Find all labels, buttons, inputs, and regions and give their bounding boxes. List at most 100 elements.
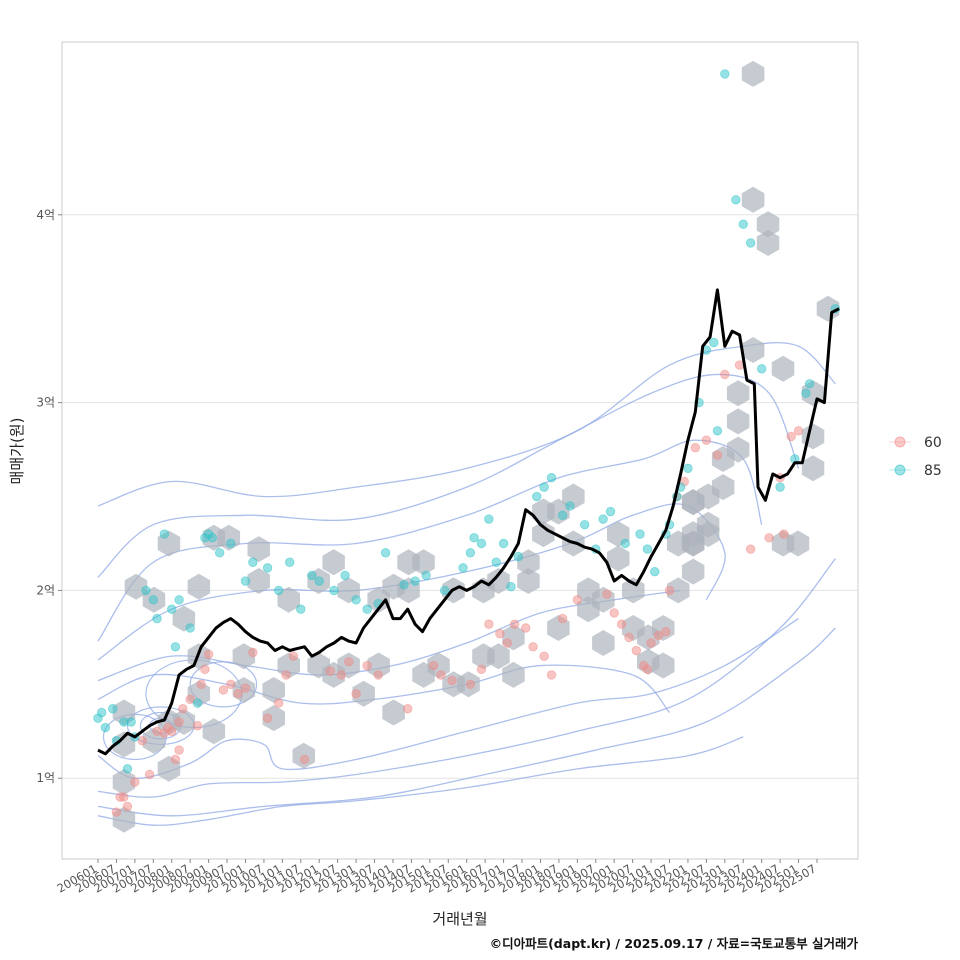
point-85 xyxy=(126,717,136,727)
point-85 xyxy=(410,576,420,586)
point-60 xyxy=(196,679,206,690)
point-85 xyxy=(557,510,568,520)
point-60 xyxy=(664,585,675,596)
y-tick-label: 3억 xyxy=(36,396,55,410)
legend-key-60 xyxy=(894,436,906,448)
hexbin xyxy=(277,586,300,613)
point-60 xyxy=(661,627,671,637)
hexbin xyxy=(756,211,780,238)
point-60 xyxy=(174,717,184,727)
hexbin xyxy=(816,295,840,322)
point-60 xyxy=(203,649,214,659)
point-60 xyxy=(288,651,299,661)
point-60 xyxy=(495,628,505,639)
point-60 xyxy=(226,679,236,690)
point-60 xyxy=(240,683,251,693)
point-60 xyxy=(528,642,538,652)
point-60 xyxy=(572,595,583,605)
x-axis-title: 거래년월 xyxy=(432,910,487,928)
hexbin xyxy=(124,573,148,600)
point-60 xyxy=(616,619,627,629)
point-60 xyxy=(174,745,184,755)
point-60 xyxy=(786,431,796,442)
point-60 xyxy=(122,801,133,812)
hexbin xyxy=(726,380,750,407)
point-60 xyxy=(362,660,372,671)
hexbin xyxy=(367,652,390,679)
hexbin xyxy=(262,705,285,732)
point-60 xyxy=(745,544,756,554)
hexbin xyxy=(172,708,196,735)
point-85 xyxy=(738,219,748,229)
point-85 xyxy=(650,566,660,577)
hexbin xyxy=(607,545,630,572)
point-60 xyxy=(509,619,520,629)
hexbin xyxy=(711,474,735,501)
hexbin xyxy=(592,630,615,656)
point-60 xyxy=(646,638,656,648)
hexbin xyxy=(652,652,675,679)
point-60 xyxy=(624,632,634,643)
point-85 xyxy=(712,426,723,436)
point-85 xyxy=(207,533,218,543)
hexbin xyxy=(247,536,270,563)
point-85 xyxy=(720,69,730,79)
hexbin xyxy=(771,355,795,382)
point-85 xyxy=(709,337,719,348)
point-85 xyxy=(620,538,630,549)
source-caption: ©디아파트(dapt.kr) / 2025.09.17 / 자료=국토교통부 실… xyxy=(490,936,859,951)
point-60 xyxy=(436,670,446,680)
point-85 xyxy=(539,482,549,492)
point-60 xyxy=(609,608,619,618)
point-60 xyxy=(779,529,789,539)
point-60 xyxy=(344,657,354,667)
point-85 xyxy=(96,707,107,718)
point-60 xyxy=(325,666,335,676)
point-85 xyxy=(351,595,361,605)
point-85 xyxy=(745,238,756,248)
point-85 xyxy=(152,613,162,624)
point-60 xyxy=(262,713,273,723)
point-60 xyxy=(167,726,177,736)
hexbin xyxy=(187,573,211,600)
hexbin xyxy=(666,577,690,604)
point-85 xyxy=(185,623,195,633)
point-85 xyxy=(148,595,159,605)
point-60 xyxy=(178,704,188,714)
point-60 xyxy=(476,664,487,675)
plot-frame xyxy=(61,41,859,860)
point-85 xyxy=(307,570,317,581)
hexbin xyxy=(741,186,765,213)
hexbin xyxy=(726,408,750,435)
y-axis-title: 매매가(원) xyxy=(8,418,26,485)
grid-lines xyxy=(62,214,858,779)
point-85 xyxy=(775,482,785,492)
point-60 xyxy=(336,670,347,680)
point-60 xyxy=(484,619,494,629)
point-85 xyxy=(285,557,295,567)
point-85 xyxy=(469,533,479,543)
point-60 xyxy=(653,630,664,641)
point-85 xyxy=(498,538,509,549)
contour-line-6 xyxy=(97,618,799,779)
y-tick-label: 1억 xyxy=(36,771,55,785)
point-60 xyxy=(170,754,181,765)
y-tick-label: 4억 xyxy=(36,208,55,222)
point-60 xyxy=(299,754,310,765)
hexbin xyxy=(532,521,555,548)
point-85 xyxy=(262,563,273,573)
point-60 xyxy=(546,670,557,680)
point-85 xyxy=(491,557,501,567)
contour-line-7 xyxy=(97,558,836,798)
point-85 xyxy=(484,514,494,524)
hexbin xyxy=(756,230,780,256)
point-85 xyxy=(421,570,431,581)
point-85 xyxy=(439,585,450,596)
contour-ring-5 xyxy=(189,661,258,708)
point-60 xyxy=(701,435,712,445)
point-85 xyxy=(801,388,811,398)
point-60 xyxy=(137,735,147,746)
point-60 xyxy=(502,638,512,648)
point-60 xyxy=(273,698,284,708)
